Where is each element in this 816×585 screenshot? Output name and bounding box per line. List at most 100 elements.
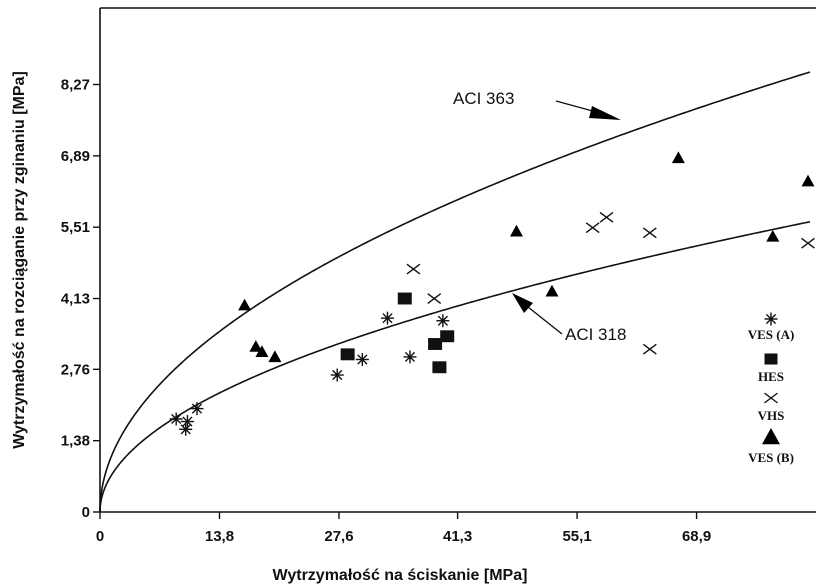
- square-shape: [440, 330, 455, 343]
- axes: [99, 7, 816, 513]
- data-point-triangle: [509, 224, 523, 237]
- y-tick-label: 2,76: [61, 361, 90, 378]
- data-point-triangle: [801, 174, 815, 187]
- x-tick-label: 55,1: [562, 528, 591, 545]
- data-point-x: [599, 211, 614, 223]
- legend-marker-asterisk: [764, 312, 778, 326]
- x-tick-label: 27,6: [324, 528, 353, 545]
- ticks: 0 13,8 27,6 41,3 55,1 68,9 0 1,38 2,76 4,13 5,51 6,…: [61, 77, 711, 545]
- y-tick-label: 1,38: [61, 433, 90, 450]
- data-point-x: [406, 263, 421, 275]
- asterisk-stroke: [182, 416, 193, 427]
- y-tick-label: 6,89: [61, 148, 90, 165]
- triangle-shape: [545, 284, 559, 297]
- triangle-shape: [801, 174, 815, 187]
- triangle-shape: [255, 345, 269, 357]
- legend-marker-x: [764, 392, 778, 404]
- legend-label: HES: [758, 369, 784, 384]
- data-point-triangle: [255, 345, 269, 357]
- square-shape: [432, 361, 447, 374]
- legend: VES (A) HES VHS VES (B): [748, 312, 795, 465]
- data-point-x: [585, 222, 600, 234]
- legend-label: VHS: [758, 408, 785, 423]
- square-shape: [428, 338, 443, 350]
- y-tick-label: 8,27: [61, 77, 90, 94]
- data-point-square: [432, 361, 447, 374]
- data-point-square: [397, 292, 412, 305]
- data-point-x: [642, 343, 657, 355]
- data-point-x: [427, 293, 442, 304]
- data-points: [169, 151, 815, 436]
- curves: [99, 71, 811, 513]
- x-tick-label: 0: [96, 528, 104, 545]
- square-shape: [340, 348, 355, 361]
- x-stroke: [585, 222, 600, 234]
- data-point-asterisk: [190, 402, 204, 416]
- triangle-shape: [766, 229, 780, 242]
- legend-label: VES (B): [748, 450, 794, 465]
- asterisk-stroke: [191, 403, 203, 414]
- data-point-asterisk: [169, 412, 183, 426]
- x-stroke: [406, 263, 421, 275]
- curve-aci-318: [99, 220, 811, 513]
- data-point-x: [801, 237, 815, 249]
- asterisk-stroke: [180, 424, 191, 435]
- x-stroke: [642, 343, 657, 355]
- data-point-triangle: [671, 151, 685, 164]
- square-shape: [764, 353, 778, 365]
- y-tick-label: 0: [82, 504, 90, 521]
- triangle-shape: [509, 224, 523, 237]
- legend-label: VES (A): [748, 327, 795, 342]
- asterisk-stroke: [332, 369, 343, 381]
- y-tick-label: 5,51: [61, 219, 90, 236]
- asterisk-stroke: [171, 413, 182, 425]
- triangle-shape: [268, 350, 282, 363]
- data-point-square: [440, 330, 455, 343]
- x-stroke: [801, 237, 815, 249]
- data-point-triangle: [268, 350, 282, 363]
- data-point-square: [340, 348, 355, 361]
- data-point-asterisk: [403, 350, 417, 364]
- data-point-triangle: [238, 298, 252, 311]
- data-point-triangle: [766, 229, 780, 242]
- x-tick-label: 13,8: [205, 528, 234, 545]
- triangle-shape: [249, 340, 263, 352]
- x-tick-label: 68,9: [682, 528, 711, 545]
- legend-marker-square: [764, 353, 778, 365]
- triangle-shape: [762, 428, 780, 445]
- x-tick-label: 41,3: [443, 528, 472, 545]
- arrow-head-aci-363: [589, 106, 621, 120]
- asterisk-stroke: [404, 351, 416, 363]
- annotations: ACI 363 ACI 318: [453, 89, 626, 344]
- arrow-line-aci-318: [527, 306, 563, 335]
- arrow-head-aci-318: [512, 293, 533, 313]
- data-point-asterisk: [355, 353, 369, 367]
- x-axis-title: Wytrzymałość na ściskanie [MPa]: [273, 567, 528, 584]
- data-point-asterisk: [330, 368, 344, 382]
- asterisk-stroke: [765, 313, 777, 325]
- data-point-triangle: [545, 284, 559, 297]
- y-tick-label: 4,13: [61, 291, 90, 308]
- x-stroke: [642, 227, 657, 239]
- curve-label-aci-363: ACI 363: [453, 89, 514, 108]
- y-axis-title: Wytrzymałość na rozciąganie przy zginani…: [11, 71, 28, 449]
- data-point-square: [428, 338, 443, 350]
- curve-aci-363: [99, 71, 811, 513]
- data-point-asterisk: [380, 311, 394, 325]
- x-stroke: [427, 293, 442, 304]
- triangle-shape: [238, 298, 252, 311]
- data-point-x: [642, 227, 657, 239]
- legend-marker-triangle: [762, 428, 780, 445]
- x-stroke: [764, 392, 778, 404]
- data-point-asterisk: [436, 314, 450, 328]
- data-point-asterisk: [179, 422, 193, 436]
- asterisk-stroke: [357, 354, 368, 365]
- square-shape: [397, 292, 412, 305]
- x-stroke: [599, 211, 614, 223]
- curve-label-aci-318: ACI 318: [565, 325, 626, 344]
- triangle-shape: [671, 151, 685, 164]
- asterisk-stroke: [437, 315, 448, 326]
- data-point-triangle: [249, 340, 263, 352]
- data-point-asterisk: [180, 415, 194, 429]
